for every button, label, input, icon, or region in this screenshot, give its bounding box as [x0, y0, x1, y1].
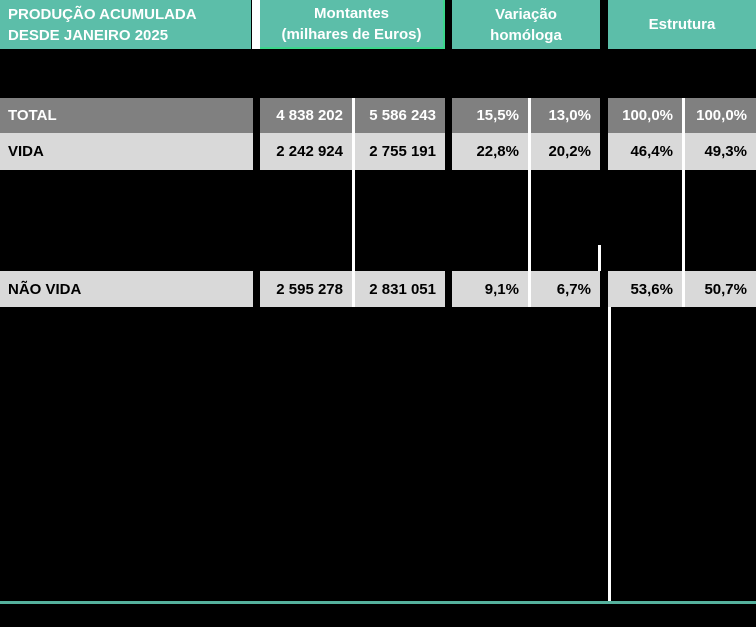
cell-vida-montantes-2: 2 755 191 [355, 133, 445, 170]
divider-segment-estrutura-left-edge [608, 307, 611, 602]
cell-nao-vida-variacao-1: 9,1% [452, 271, 528, 307]
table-row-total: TOTAL 4 838 202 5 586 243 15,5% 13,0% 10… [0, 98, 756, 133]
cell-nao-vida-montantes-1: 2 595 278 [260, 271, 352, 307]
col-group-estrutura-line1: Estrutura [648, 16, 716, 33]
column-divider-variacao [528, 98, 531, 307]
cell-total-estrutura-1: 100,0% [608, 98, 682, 133]
cell-nao-vida-estrutura-2: 50,7% [685, 271, 756, 307]
col-group-variacao-line2: homóloga [490, 26, 562, 44]
table-title-line2: DESDE JANEIRO 2025 [8, 26, 169, 44]
cell-total-montantes-2: 5 586 243 [355, 98, 445, 133]
table-title-line1: PRODUÇÃO ACUMULADA [8, 5, 197, 23]
col-group-montantes-line1: Montantes [314, 4, 389, 22]
cell-total-estrutura-2: 100,0% [685, 98, 756, 133]
table-row-vida: VIDA 2 242 924 2 755 191 22,8% 20,2% 46,… [0, 133, 756, 170]
cell-nao-vida-label: NÃO VIDA [0, 271, 253, 307]
cell-vida-variacao-1: 22,8% [452, 133, 528, 170]
cell-vida-label: VIDA [0, 133, 253, 170]
divider-segment-variacao-right-edge [598, 245, 601, 271]
col-group-montantes-line2: (milhares de Euros) [281, 25, 422, 43]
cell-nao-vida-montantes-2: 2 831 051 [355, 271, 445, 307]
col-group-variacao-homologa: Variação homóloga [452, 0, 600, 49]
table-row-nao-vida: NÃO VIDA 2 595 278 2 831 051 9,1% 6,7% 5… [0, 271, 756, 307]
cell-vida-estrutura-1: 46,4% [608, 133, 682, 170]
cell-nao-vida-estrutura-1: 53,6% [608, 271, 682, 307]
col-group-montantes: Montantes (milhares de Euros) [260, 0, 445, 49]
header-separator [252, 0, 260, 49]
col-group-variacao-line1: Variação [495, 5, 557, 23]
cell-vida-estrutura-2: 49,3% [685, 133, 756, 170]
cell-total-variacao-2: 13,0% [531, 98, 600, 133]
cell-total-label: TOTAL [0, 98, 253, 133]
cell-total-variacao-1: 15,5% [452, 98, 528, 133]
cell-nao-vida-variacao-2: 6,7% [531, 271, 600, 307]
cell-vida-variacao-2: 20,2% [531, 133, 600, 170]
column-divider-estrutura [682, 98, 685, 307]
bottom-accent-rule [0, 601, 756, 604]
cell-total-montantes-1: 4 838 202 [260, 98, 352, 133]
cell-vida-montantes-1: 2 242 924 [260, 133, 352, 170]
column-divider-montantes [352, 98, 355, 307]
col-group-estrutura: Estrutura [608, 0, 756, 49]
table-title-cell: PRODUÇÃO ACUMULADA DESDE JANEIRO 2025 [0, 0, 251, 49]
